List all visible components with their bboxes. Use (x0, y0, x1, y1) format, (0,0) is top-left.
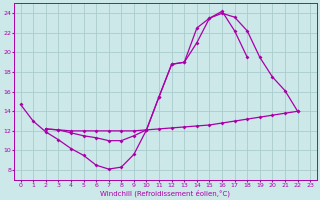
X-axis label: Windchill (Refroidissement éolien,°C): Windchill (Refroidissement éolien,°C) (100, 189, 230, 197)
